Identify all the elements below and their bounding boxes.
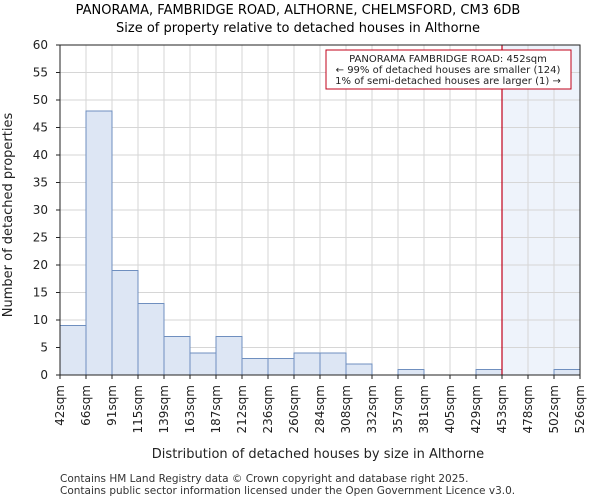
annotation-line-3: 1% of semi-detached houses are larger (1… <box>335 76 561 87</box>
x-tick-label: 453sqm <box>495 385 509 433</box>
annotation-box: PANORAMA FAMBRIDGE ROAD: 452sqm ← 99% of… <box>325 49 572 90</box>
x-tick-label: 91sqm <box>105 385 119 426</box>
x-tick-label: 502sqm <box>547 385 561 433</box>
x-tick-label: 478sqm <box>521 385 535 433</box>
y-tick-label: 0 <box>40 368 48 382</box>
x-tick-label: 42sqm <box>53 385 67 426</box>
histogram-bar-66sqm <box>85 110 113 376</box>
chart-subtitle: Size of property relative to detached ho… <box>116 21 480 36</box>
histogram-bar-308sqm <box>345 363 373 376</box>
annotation-line-2: ← 99% of detached houses are smaller (12… <box>336 65 561 76</box>
y-tick-label: 40 <box>33 148 48 162</box>
y-tick-label: 50 <box>33 93 48 107</box>
histogram-bar-91sqm <box>111 270 139 376</box>
footer-line-2: Contains public sector information licen… <box>60 485 515 497</box>
x-axis-ticks: 42sqm 66sqm 91sqm 115sqm 139sqm 163sqm 187sqm 2… <box>53 375 587 433</box>
x-tick-label: 212sqm <box>235 385 249 433</box>
histogram-bar-163sqm <box>189 352 217 376</box>
histogram-bar-260sqm <box>293 352 321 376</box>
x-tick-label: 308sqm <box>339 385 353 433</box>
y-tick-label: 20 <box>33 258 48 272</box>
histogram-bar-502sqm <box>553 369 581 376</box>
chart-title: PANORAMA, FAMBRIDGE ROAD, ALTHORNE, CHEL… <box>76 3 521 18</box>
x-axis-label: Distribution of detached houses by size … <box>152 447 484 462</box>
histogram-bar-429sqm <box>475 369 503 376</box>
y-tick-label: 25 <box>33 231 48 245</box>
annotation-line-1: PANORAMA FAMBRIDGE ROAD: 452sqm <box>349 54 547 65</box>
footer-line-1: Contains HM Land Registry data © Crown c… <box>60 473 468 485</box>
x-tick-label: 357sqm <box>391 385 405 433</box>
histogram-bar-139sqm <box>163 336 191 376</box>
histogram-bar-236sqm <box>267 358 295 376</box>
x-tick-label: 187sqm <box>209 385 223 433</box>
x-tick-label: 260sqm <box>287 385 301 433</box>
y-axis-ticks: 0 5 10 15 20 25 30 35 40 45 50 55 60 <box>33 38 60 382</box>
y-tick-label: 30 <box>33 203 48 217</box>
histogram-bar-115sqm <box>137 303 165 376</box>
histogram-bar-187sqm <box>215 336 243 376</box>
y-tick-label: 60 <box>33 38 48 52</box>
x-tick-label: 526sqm <box>573 385 587 433</box>
x-tick-label: 139sqm <box>157 385 171 433</box>
x-tick-label: 381sqm <box>417 385 431 433</box>
y-tick-label: 5 <box>40 341 48 355</box>
histogram-bar-357sqm <box>397 369 425 376</box>
x-tick-label: 332sqm <box>365 385 379 433</box>
x-tick-label: 429sqm <box>469 385 483 433</box>
histogram-bar-212sqm <box>241 358 269 376</box>
histogram-bars <box>59 110 581 376</box>
x-tick-label: 284sqm <box>313 385 327 433</box>
x-tick-label: 115sqm <box>131 385 145 433</box>
x-tick-label: 405sqm <box>443 385 457 433</box>
y-tick-label: 45 <box>33 121 48 135</box>
x-tick-label: 163sqm <box>183 385 197 433</box>
histogram-bar-284sqm <box>319 352 347 376</box>
y-tick-label: 55 <box>33 66 48 80</box>
y-axis-label: Number of detached properties <box>1 113 16 318</box>
histogram-bar-42sqm <box>59 325 87 376</box>
y-tick-label: 35 <box>33 176 48 190</box>
x-tick-label: 236sqm <box>261 385 275 433</box>
y-tick-label: 15 <box>33 286 48 300</box>
y-tick-label: 10 <box>33 313 48 327</box>
x-tick-label: 66sqm <box>79 385 93 426</box>
